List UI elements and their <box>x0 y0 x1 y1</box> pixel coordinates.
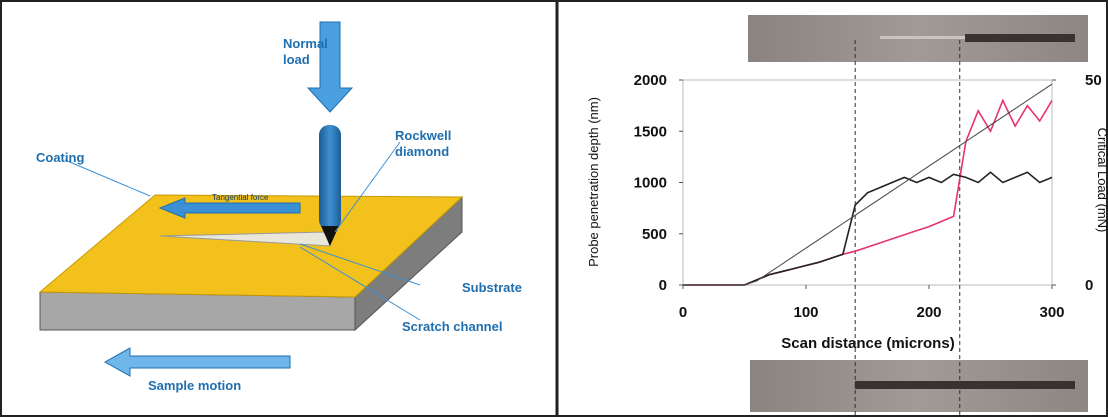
y2-tick-label: 0 <box>1085 277 1093 294</box>
x-tick-label: 100 <box>793 304 818 321</box>
scratch-diagram: Normal load Coating Rockwell diamond Tan… <box>36 21 522 393</box>
slab-front <box>39 291 356 331</box>
x-axis-label: Scan distance (microns) <box>781 335 954 352</box>
label: Tangential force <box>212 193 269 202</box>
load-arrow <box>306 21 354 113</box>
label: Coating <box>36 150 84 165</box>
scratch-track <box>855 381 1075 389</box>
y2-tick-label: 50 <box>1085 72 1102 89</box>
scratch-track <box>880 36 965 39</box>
y-axis-label: Probe penetration depth (nm) <box>586 97 601 267</box>
motion-arrow <box>103 347 291 377</box>
y-tick-label: 1000 <box>634 175 667 192</box>
y2-axis-label: Critical Load (mN) <box>1095 128 1108 233</box>
plot-area <box>682 79 1053 286</box>
x-tick-label: 200 <box>916 304 941 321</box>
y-tick-label: 500 <box>642 226 667 243</box>
label: diamond <box>395 144 449 159</box>
tangential-arrow <box>158 197 301 219</box>
label: Normal <box>283 36 328 51</box>
coating-surface <box>38 194 464 298</box>
x-tick-label: 0 <box>679 304 687 321</box>
diamond-tip <box>321 226 339 246</box>
stylus <box>319 125 341 230</box>
y-tick-label: 0 <box>659 277 667 294</box>
scratch-track <box>965 34 1075 42</box>
label: Sample motion <box>148 378 241 393</box>
x-tick-label: 300 <box>1039 304 1064 321</box>
series-line <box>683 171 1053 286</box>
label: Rockwell <box>395 128 451 143</box>
leader-lines <box>64 141 421 321</box>
label: load <box>283 52 310 67</box>
label: Substrate <box>462 280 522 295</box>
label: Scratch channel <box>402 319 502 334</box>
y-tick-label: 1500 <box>634 123 667 140</box>
y-tick-label: 2000 <box>634 72 667 89</box>
series-line <box>683 83 1053 286</box>
